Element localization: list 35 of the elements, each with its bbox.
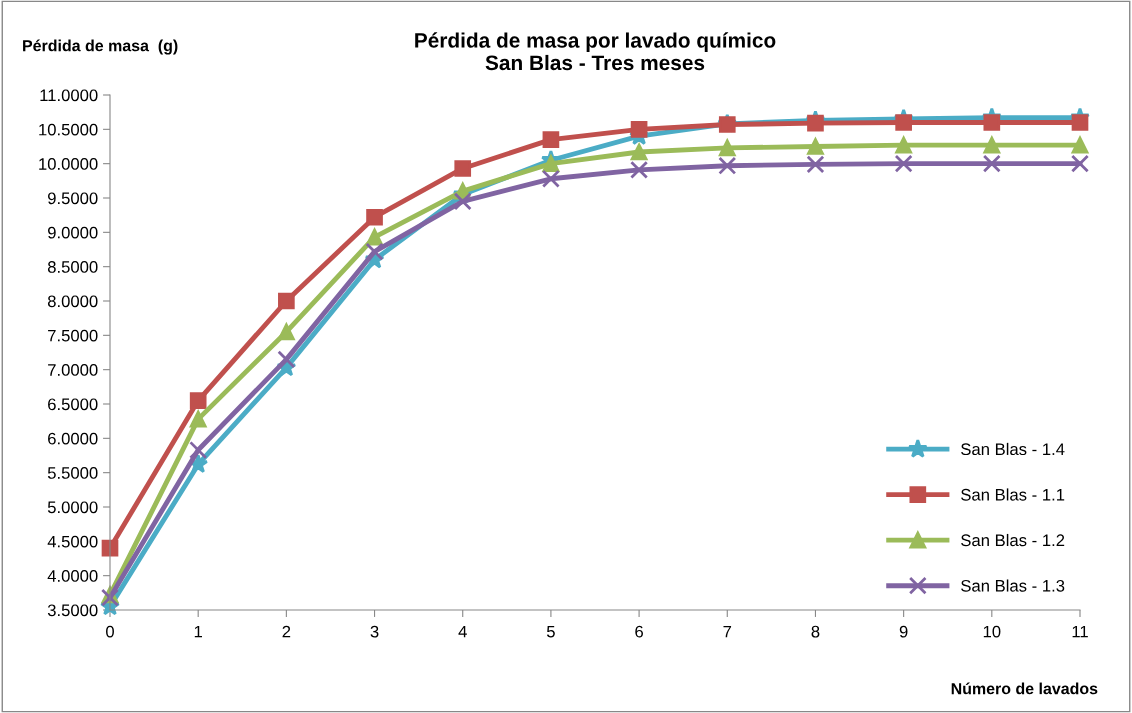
y-tick-label: 7.5000 [48,329,98,342]
x-tick-label: 2 [282,625,291,638]
legend-label: San Blas - 1.1 [961,488,1065,501]
y-tick-label: 6.0000 [48,432,98,445]
y-axis-title: Pérdida de masa (g) [23,39,178,55]
y-tick-label: 9.0000 [48,226,98,239]
legend-label: San Blas - 1.4 [961,442,1065,456]
x-tick-label: 3 [370,625,379,638]
y-tick-label: 3.5000 [47,604,98,617]
x-tick-label: 8 [811,625,820,638]
x-tick-label: 0 [106,625,114,638]
x-tick-label: 7 [723,625,732,638]
y-tick-label: 7.0000 [48,364,98,376]
x-tick-label: 4 [458,625,467,638]
x-axis-title: Número de lavados [951,682,1098,695]
y-tick-label: 4.5000 [47,535,98,548]
legend-label: San Blas - 1.2 [961,533,1065,547]
y-tick-label: 11.0000 [40,89,98,102]
y-tick-label: 8.0000 [47,295,98,308]
x-tick-label: 10 [983,625,1001,638]
y-tick-label: 6.5000 [48,398,98,411]
y-tick-label: 4.0000 [47,570,98,582]
y-tick-label: 10.0000 [39,158,98,170]
y-tick-label: 10.5000 [39,123,98,136]
y-tick-label: 9.5000 [48,192,98,205]
x-tick-label: 6 [635,625,643,638]
x-tick-label: 5 [546,625,555,638]
legend-label: San Blas - 1.3 [961,579,1065,592]
x-tick-label: 11 [1072,625,1088,638]
y-tick-label: 8.5000 [47,261,98,273]
x-tick-label: 1 [194,625,202,638]
y-tick-label: 5.0000 [47,501,98,514]
y-tick-label: 5.5000 [47,467,98,479]
x-tick-label: 9 [899,625,908,638]
chart-title: Pérdida de masa por lavado químico San Blas - Tres meses [415,32,776,71]
